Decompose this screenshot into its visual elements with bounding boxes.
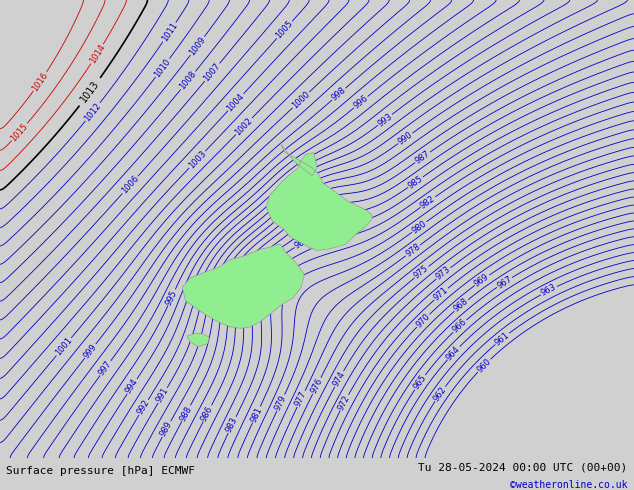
Text: 1004: 1004 (226, 92, 246, 113)
Text: 981: 981 (249, 405, 264, 424)
Text: 992: 992 (136, 398, 152, 416)
Text: 978: 978 (404, 242, 422, 259)
Text: 983: 983 (224, 416, 240, 434)
Text: 1007: 1007 (202, 61, 223, 83)
Text: 988: 988 (178, 404, 194, 422)
Text: 968: 968 (452, 297, 470, 314)
Text: 980: 980 (410, 219, 429, 235)
Text: 1014: 1014 (87, 43, 107, 65)
Text: 1015: 1015 (10, 121, 30, 143)
Text: 995: 995 (164, 288, 179, 306)
Text: 976: 976 (309, 377, 325, 395)
Text: 979: 979 (273, 393, 288, 412)
Text: 1009: 1009 (188, 35, 207, 57)
Text: 1016: 1016 (30, 70, 50, 93)
Text: 993: 993 (376, 111, 394, 128)
Text: 1001: 1001 (54, 336, 74, 358)
Text: 990: 990 (396, 130, 414, 147)
Text: 969: 969 (473, 272, 491, 289)
Text: 971: 971 (432, 285, 450, 302)
Polygon shape (266, 144, 373, 250)
Text: 996: 996 (352, 94, 370, 111)
Text: 1003: 1003 (186, 149, 208, 171)
Text: 984: 984 (294, 235, 311, 251)
Text: 966: 966 (451, 318, 469, 335)
Text: 986: 986 (200, 404, 215, 422)
Text: Surface pressure [hPa] ECMWF: Surface pressure [hPa] ECMWF (6, 466, 195, 476)
Text: ©weatheronline.co.uk: ©weatheronline.co.uk (510, 480, 628, 490)
Polygon shape (183, 245, 304, 328)
Text: 975: 975 (413, 264, 430, 281)
Text: 1002: 1002 (233, 116, 254, 137)
Text: 982: 982 (419, 194, 437, 210)
Text: 998: 998 (330, 86, 347, 103)
Text: 967: 967 (495, 274, 514, 291)
Text: 1005: 1005 (274, 19, 295, 41)
Text: 964: 964 (445, 344, 462, 362)
Text: 970: 970 (414, 312, 432, 329)
Text: 977: 977 (294, 390, 309, 408)
Text: 1008: 1008 (178, 70, 198, 92)
Text: 985: 985 (406, 174, 425, 191)
Text: 999: 999 (82, 342, 99, 360)
Text: 991: 991 (155, 387, 171, 405)
Text: 1011: 1011 (160, 21, 179, 44)
Text: 1006: 1006 (120, 174, 141, 196)
Text: 962: 962 (432, 385, 448, 403)
Text: 994: 994 (124, 377, 140, 395)
Text: 1010: 1010 (153, 57, 172, 79)
Text: 997: 997 (97, 359, 113, 377)
Text: 974: 974 (332, 370, 347, 388)
Text: 1012: 1012 (82, 101, 103, 123)
Text: 965: 965 (411, 373, 428, 392)
Polygon shape (187, 333, 209, 346)
Text: 961: 961 (493, 330, 511, 347)
Text: 972: 972 (337, 393, 352, 412)
Text: 960: 960 (476, 357, 493, 374)
Text: 963: 963 (540, 283, 558, 298)
Text: Tu 28-05-2024 00:00 UTC (00+00): Tu 28-05-2024 00:00 UTC (00+00) (418, 463, 628, 473)
Text: 973: 973 (434, 265, 453, 282)
Text: 1013: 1013 (79, 79, 101, 105)
Text: 1000: 1000 (290, 89, 312, 110)
Text: 989: 989 (158, 420, 174, 438)
Text: 987: 987 (413, 149, 432, 166)
